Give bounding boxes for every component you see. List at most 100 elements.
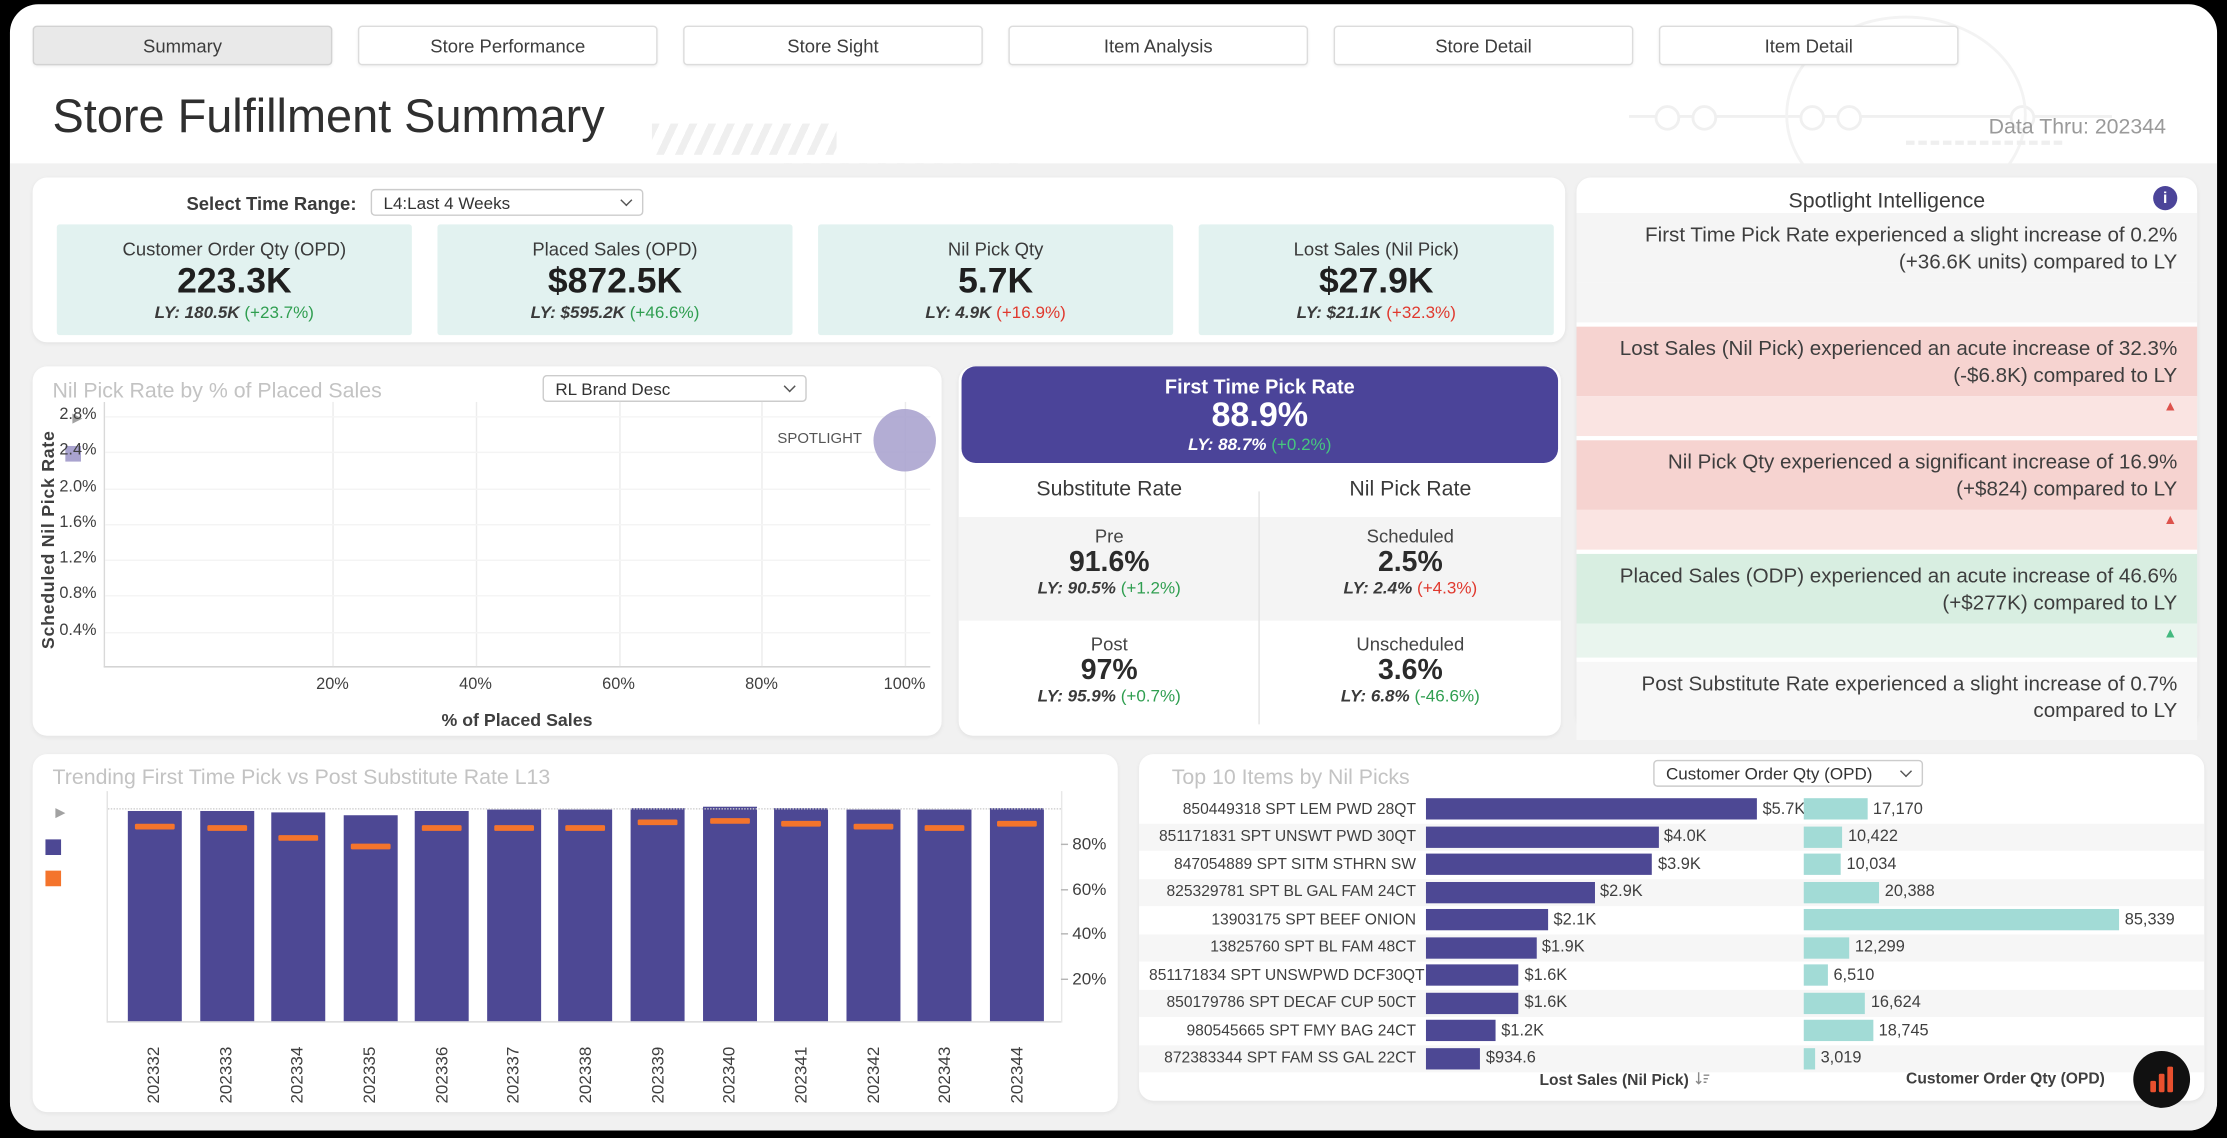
spotlight-insight[interactable]: Lost Sales (Nil Pick) experienced an acu… xyxy=(1576,326,2198,437)
expand-arrow-icon[interactable]: ▶ xyxy=(55,805,66,820)
trending-x-labels: 202332 202333 202334 202335 202336 202337 2023… xyxy=(107,1030,1061,1104)
lost-sales-bar[interactable] xyxy=(1425,881,1595,903)
first-time-pick-bar xyxy=(989,808,1044,1022)
time-range-select[interactable]: L4:Last 4 Weeks xyxy=(370,188,644,216)
trending-chart-panel: Trending First Time Pick vs Post Substit… xyxy=(32,754,1118,1113)
top10-items-panel: Top 10 Items by Nil Picks Customer Order… xyxy=(1139,754,2205,1101)
order-qty-cell: 18,745 xyxy=(1803,1020,2205,1042)
trend-bar-group[interactable] xyxy=(271,791,326,1022)
order-qty-axis-label[interactable]: Customer Order Qty (OPD) xyxy=(1814,1071,2197,1088)
order-qty-bar[interactable] xyxy=(1803,1020,1873,1042)
trend-bar-group[interactable] xyxy=(774,791,829,1022)
chart-fab-button[interactable] xyxy=(2133,1051,2191,1108)
lost-sales-value: $5.7K xyxy=(1762,800,1806,818)
lost-sales-bar[interactable] xyxy=(1425,1020,1496,1042)
target-reference-line xyxy=(107,807,1061,809)
y-gridline xyxy=(105,523,931,526)
kpi-card[interactable]: Customer Order Qty (OPD) 223.3K LY: 180.5K… xyxy=(56,224,412,336)
spotlight-bubble[interactable] xyxy=(873,408,936,472)
post-ly: LY: 95.9% xyxy=(1037,685,1116,706)
trend-bar-group[interactable] xyxy=(846,791,901,1022)
lost-sales-bar[interactable] xyxy=(1425,992,1519,1014)
y-gridline xyxy=(105,415,931,418)
lost-sales-bar[interactable] xyxy=(1425,1047,1481,1070)
table-row[interactable]: 850179786 SPT DECAF CUP 50CT $1.6K 16,624 xyxy=(1139,989,2205,1017)
table-row[interactable]: 850449318 SPT LEM PWD 28QT $5.7K 17,170 xyxy=(1139,795,2204,823)
kpi-card[interactable]: Placed Sales (OPD) $872.5K LY: $595.2K (+4… xyxy=(437,224,793,336)
tab-summary[interactable]: Summary xyxy=(32,25,333,66)
kpi-delta: (+23.7%) xyxy=(244,302,314,323)
lost-sales-value: $934.6 xyxy=(1485,1049,1536,1067)
trend-bar-group[interactable] xyxy=(487,791,541,1022)
order-qty-bar[interactable] xyxy=(1803,798,1868,820)
order-qty-bar[interactable] xyxy=(1803,826,1843,848)
spotlight-insight[interactable]: Post Substitute Rate experienced a sligh… xyxy=(1576,661,2198,740)
lost-sales-axis-label[interactable]: Lost Sales (Nil Pick) xyxy=(1436,1071,1814,1091)
post-substitute-tick xyxy=(494,825,534,831)
scheduled-label: Scheduled xyxy=(1366,525,1454,547)
order-qty-bar[interactable] xyxy=(1803,881,1880,903)
tab-store-performance[interactable]: Store Performance xyxy=(357,25,658,66)
trend-bar-group[interactable] xyxy=(702,791,757,1022)
trend-bar-group[interactable] xyxy=(989,791,1044,1022)
x-tick-label: 100% xyxy=(883,676,926,694)
lost-sales-bar[interactable] xyxy=(1425,909,1548,931)
spotlight-insight[interactable]: First Time Pick Rate experienced a sligh… xyxy=(1576,213,2198,323)
table-row[interactable]: 847054889 SPT SITM STHRN SW $3.9K 10,034 xyxy=(1139,851,2204,879)
order-qty-bar[interactable] xyxy=(1803,853,1841,876)
lost-sales-cell: $2.1K xyxy=(1425,909,1804,931)
brand-select[interactable]: RL Brand Desc xyxy=(542,374,807,402)
post-substitute-tick xyxy=(134,823,175,830)
trend-bar-group[interactable] xyxy=(199,791,254,1022)
top10-rows: 850449318 SPT LEM PWD 28QT $5.7K 17,170 851… xyxy=(1139,795,2205,1073)
tab-item-analysis[interactable]: Item Analysis xyxy=(1008,25,1309,66)
spotlight-items: First Time Pick Rate experienced a sligh… xyxy=(1576,213,2198,744)
table-row[interactable]: 13825760 SPT BL FAM 48CT $1.9K 12,299 xyxy=(1139,933,2205,962)
x-gridline xyxy=(618,401,620,667)
order-qty-bar[interactable] xyxy=(1803,992,1866,1014)
substitute-rate-header: Substitute Rate xyxy=(1036,477,1183,502)
trend-bar-group[interactable] xyxy=(558,791,613,1022)
order-qty-bar[interactable] xyxy=(1803,937,1850,959)
trend-bar-group[interactable] xyxy=(343,791,398,1022)
sort-icon[interactable] xyxy=(1695,1071,1711,1091)
trend-bar-group[interactable] xyxy=(127,791,182,1022)
spotlight-insight[interactable]: Placed Sales (ODP) experienced an acute … xyxy=(1576,553,2198,658)
lost-sales-bar[interactable] xyxy=(1425,826,1659,848)
trend-bar-group[interactable] xyxy=(630,791,685,1022)
trending-plot-area xyxy=(106,791,1061,1023)
post-substitute-tick xyxy=(422,824,463,831)
kpi-card[interactable]: Nil Pick Qty 5.7K LY: 4.9K (+16.9%) xyxy=(818,224,1174,336)
x-tick-label: 20% xyxy=(316,676,349,694)
first-time-pick-bar xyxy=(487,809,541,1022)
lost-sales-bar[interactable] xyxy=(1425,937,1537,959)
table-row[interactable]: 851171831 SPT UNSWT PWD 30QT $4.0K 10,422 xyxy=(1139,823,2205,851)
table-row[interactable]: 851171834 SPT UNSWPWD DCF30QT $1.6K 6,510 xyxy=(1139,962,2204,990)
tab-store-sight[interactable]: Store Sight xyxy=(683,25,983,66)
table-row[interactable]: 13903175 SPT BEEF ONION $2.1K 85,339 xyxy=(1139,906,2204,934)
bubble-label: SPOTLIGHT xyxy=(777,430,862,448)
tab-store-detail[interactable]: Store Detail xyxy=(1333,25,1634,66)
lost-sales-bar[interactable] xyxy=(1425,853,1653,876)
x-axis-label-text: 202334 xyxy=(287,1046,308,1104)
trend-bar-group[interactable] xyxy=(918,791,972,1022)
table-row[interactable]: 825329781 SPT BL GAL FAM 24CT $2.9K 20,388 xyxy=(1139,878,2205,907)
metric-select[interactable]: Customer Order Qty (OPD) xyxy=(1653,759,1924,787)
order-qty-bar[interactable] xyxy=(1803,1047,1815,1070)
spotlight-insight[interactable]: Nil Pick Qty experienced a significant i… xyxy=(1576,440,2198,550)
tab-item-detail[interactable]: Item Detail xyxy=(1658,25,1959,66)
info-icon[interactable]: i xyxy=(2153,186,2178,211)
expand-arrow-icon[interactable]: ▶ xyxy=(72,410,83,425)
lost-sales-bar[interactable] xyxy=(1425,964,1519,987)
lost-sales-bar[interactable] xyxy=(1425,798,1757,820)
order-qty-bar[interactable] xyxy=(1803,964,1828,987)
kpi-card[interactable]: Lost Sales (Nil Pick) $27.9K LY: $21.1K (+… xyxy=(1198,224,1554,336)
table-row[interactable]: 980545665 SPT FMY BAG 24CT $1.2K 18,745 xyxy=(1139,1017,2204,1045)
truck-watermark xyxy=(1629,78,2112,131)
kpi-ly-value: LY: 180.5K xyxy=(154,302,245,323)
order-qty-bar[interactable] xyxy=(1803,909,2120,931)
first-time-pick-rate-card[interactable]: First Time Pick Rate 88.9% LY: 88.7% (+0… xyxy=(961,366,1559,464)
item-label: 850449318 SPT LEM PWD 28QT xyxy=(1182,800,1417,818)
table-row[interactable]: 872383344 SPT FAM SS GAL 22CT $934.6 3,019 xyxy=(1139,1044,2205,1073)
trend-bar-group[interactable] xyxy=(415,791,470,1022)
